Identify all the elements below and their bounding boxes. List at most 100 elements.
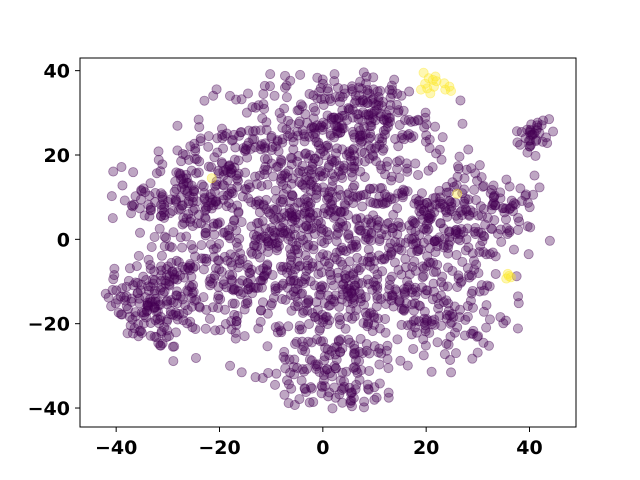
data-point	[399, 305, 410, 316]
data-point	[262, 179, 273, 190]
data-point	[410, 290, 421, 301]
data-point	[371, 214, 382, 225]
data-point	[306, 176, 317, 187]
data-point	[462, 223, 473, 234]
data-point	[526, 129, 537, 140]
data-point	[229, 284, 240, 295]
data-point	[345, 337, 356, 348]
data-point	[427, 294, 438, 305]
data-point	[419, 205, 430, 216]
data-point	[446, 197, 457, 208]
data-point	[311, 334, 322, 345]
data-point	[466, 163, 477, 174]
data-point	[240, 143, 251, 154]
data-point	[364, 256, 375, 267]
data-point	[393, 243, 404, 254]
data-point	[276, 212, 287, 223]
data-point	[451, 210, 462, 221]
data-point	[125, 320, 136, 331]
data-point	[297, 307, 308, 318]
data-point	[186, 165, 197, 176]
data-point	[445, 318, 456, 329]
data-point	[333, 335, 344, 346]
data-point	[331, 148, 342, 159]
data-point	[185, 260, 196, 271]
data-point	[444, 204, 455, 215]
data-point	[295, 69, 306, 80]
data-point	[377, 96, 388, 107]
data-point	[462, 263, 473, 274]
data-point	[179, 217, 190, 228]
data-point	[322, 110, 333, 121]
data-point	[443, 239, 454, 250]
data-point	[434, 310, 445, 321]
data-point	[393, 188, 404, 199]
data-point	[362, 321, 373, 332]
data-point	[414, 206, 425, 217]
data-point	[409, 116, 420, 127]
data-point	[149, 302, 160, 313]
data-point	[471, 259, 482, 270]
data-point	[185, 316, 196, 327]
data-point	[421, 219, 432, 230]
data-point	[292, 130, 303, 141]
data-point	[515, 139, 526, 150]
data-point	[469, 264, 480, 275]
data-point	[444, 236, 455, 247]
data-point	[399, 288, 410, 299]
data-point	[357, 348, 368, 359]
data-point	[279, 208, 290, 219]
points-layer	[100, 67, 559, 414]
data-point	[375, 111, 386, 122]
data-point	[275, 261, 286, 272]
data-point	[128, 199, 139, 210]
data-point	[357, 131, 368, 142]
data-point	[372, 281, 383, 292]
data-point	[511, 271, 522, 282]
data-point	[291, 336, 302, 347]
data-point	[246, 246, 257, 257]
data-point	[156, 275, 167, 286]
data-point	[167, 341, 178, 352]
data-point	[121, 291, 132, 302]
data-point	[286, 383, 297, 394]
data-point	[354, 90, 365, 101]
data-point	[343, 311, 354, 322]
data-point	[335, 347, 346, 358]
data-point	[200, 323, 211, 334]
data-point	[430, 71, 441, 82]
data-point	[401, 163, 412, 174]
data-point	[273, 146, 284, 157]
data-point	[366, 217, 377, 228]
data-point	[287, 236, 298, 247]
data-point	[420, 107, 431, 118]
data-point	[159, 286, 170, 297]
data-point	[157, 190, 168, 201]
data-point	[433, 303, 444, 314]
data-point	[136, 279, 147, 290]
data-point	[113, 307, 124, 318]
data-point	[313, 269, 324, 280]
data-point	[309, 122, 320, 133]
data-point	[321, 364, 332, 375]
data-point	[512, 137, 523, 148]
data-point	[388, 301, 399, 312]
data-point	[234, 258, 245, 269]
data-point	[136, 307, 147, 318]
data-point	[409, 198, 420, 209]
data-point	[455, 304, 466, 315]
data-point	[293, 248, 304, 259]
data-point	[421, 119, 432, 130]
data-point	[179, 272, 190, 283]
data-point	[463, 194, 474, 205]
data-point	[365, 184, 376, 195]
data-point	[410, 238, 421, 249]
data-point	[201, 253, 212, 264]
data-point	[155, 314, 166, 325]
data-point	[343, 291, 354, 302]
data-point	[490, 200, 501, 211]
data-point	[337, 105, 348, 116]
data-point	[145, 260, 156, 271]
data-point	[300, 346, 311, 357]
data-point	[502, 229, 513, 240]
